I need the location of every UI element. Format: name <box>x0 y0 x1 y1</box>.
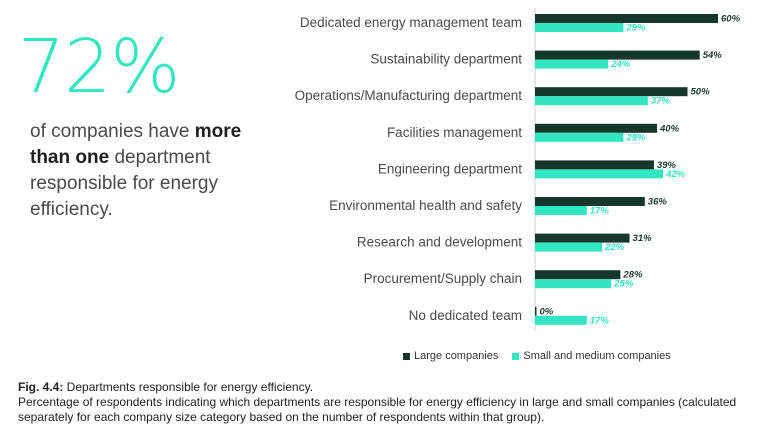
bar-large-companies <box>535 306 537 316</box>
headline-stat: 72% <box>18 24 180 110</box>
category-label: Operations/Manufacturing department <box>295 88 523 103</box>
bar-small-medium-companies <box>535 242 603 252</box>
data-label-large: 60% <box>721 14 741 25</box>
bar-large-companies <box>535 123 657 133</box>
legend-label-large: Large companies <box>414 350 499 362</box>
data-label-large: 0% <box>540 306 554 317</box>
data-label-large: 54% <box>703 50 723 61</box>
bar-large-companies <box>535 87 688 97</box>
caption-fig-number: Fig. 4.4: <box>18 380 64 394</box>
headline-text-1: of companies have <box>30 121 195 142</box>
data-label-small: 17% <box>590 206 610 217</box>
legend-label-small: Small and medium companies <box>523 350 671 362</box>
data-label-small: 22% <box>604 242 625 253</box>
data-label-large: 28% <box>622 270 643 281</box>
bar-large-companies <box>535 233 630 243</box>
data-label-large: 36% <box>648 197 668 208</box>
bar-small-medium-companies <box>535 132 624 142</box>
caption-body: Percentage of respondents indicating whi… <box>18 395 737 424</box>
legend-item-large: Large companies <box>403 350 498 362</box>
category-label: Dedicated energy management team <box>300 15 522 30</box>
category-label: Procurement/Supply chain <box>364 271 522 286</box>
legend-item-small: Small and medium companies <box>512 350 671 362</box>
legend-swatch-large <box>403 352 410 360</box>
data-label-large: 39% <box>657 160 677 171</box>
legend-swatch-small <box>512 352 520 360</box>
bar-small-medium-companies <box>535 59 609 69</box>
data-label-small: 29% <box>625 132 646 143</box>
data-label-small: 17% <box>590 315 610 326</box>
data-label-small: 29% <box>625 23 646 34</box>
bar-large-companies <box>535 160 654 170</box>
bar-large-companies <box>535 197 645 206</box>
category-label: Research and development <box>357 235 522 250</box>
bar-chart: Dedicated energy management team 60% 29% Su… <box>295 8 741 330</box>
data-label-small: 24% <box>610 59 631 70</box>
headline-text-bold: more than one <box>30 121 242 168</box>
caption-title: Departments responsible for energy effic… <box>63 380 314 394</box>
bar-small-medium-companies <box>535 279 612 289</box>
data-label-small: 25% <box>613 279 634 290</box>
bar-large-companies <box>535 50 700 60</box>
bar-small-medium-companies <box>535 96 648 106</box>
bar-small-medium-companies <box>535 169 664 179</box>
category-label: Facilities management <box>387 125 522 140</box>
category-label: Engineering department <box>378 161 522 176</box>
data-label-large: 50% <box>691 87 711 98</box>
bar-small-medium-companies <box>535 206 587 215</box>
caption-title-line: Fig. 4.4: Departments responsible for en… <box>18 380 753 395</box>
data-label-small: 37% <box>651 96 671 107</box>
bar-large-companies <box>535 14 718 23</box>
bar-large-companies <box>535 270 621 280</box>
category-label: Environmental health and safety <box>329 198 522 213</box>
chart-legend: Large companies Small and medium compani… <box>403 350 685 362</box>
figure-caption: Fig. 4.4: Departments responsible for en… <box>18 380 753 425</box>
data-label-small: 42% <box>665 169 686 180</box>
data-label-large: 40% <box>659 123 680 134</box>
headline-text-2: department responsible for energy effici… <box>30 147 218 220</box>
headline-description: of companies have more than one departme… <box>30 119 270 223</box>
bar-small-medium-companies <box>535 23 624 32</box>
data-label-large: 31% <box>633 233 653 244</box>
bar-small-medium-companies <box>535 315 587 325</box>
category-label: Sustainability department <box>370 52 522 67</box>
category-label: No dedicated team <box>409 308 522 323</box>
